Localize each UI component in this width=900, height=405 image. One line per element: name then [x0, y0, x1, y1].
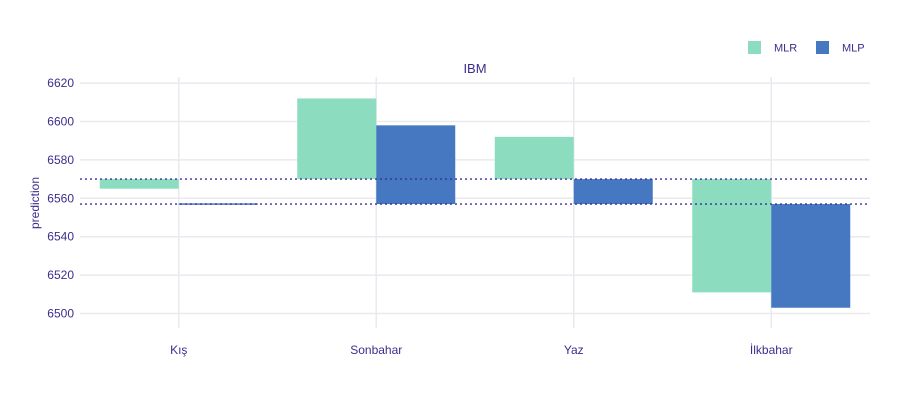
chart-title: IBM: [463, 61, 486, 76]
bar-mlp: [573, 179, 653, 205]
bar-mlr: [99, 179, 179, 189]
bar-mlp: [771, 204, 851, 308]
legend-label-mlr: MLR: [774, 43, 797, 55]
x-tick-label: İlkbahar: [750, 343, 793, 357]
legend-label-mlp: MLP: [842, 43, 865, 55]
bar-mlr: [297, 98, 377, 180]
x-tick-label: Kış: [170, 343, 187, 357]
y-tick-label: 6600: [47, 115, 74, 129]
reference-lines: [80, 178, 870, 205]
x-tick-label: Sonbahar: [350, 343, 402, 357]
y-tick-label: 6560: [47, 191, 74, 205]
axes: 6500 6520 6540 6560 6580 6600 6620 Kış Sonbahar Y…: [47, 76, 792, 357]
x-tick-label: Yaz: [564, 343, 584, 357]
bar-mlr: [692, 179, 772, 293]
grid: [80, 77, 870, 328]
legend-swatch-mlr: [748, 41, 761, 54]
bar-mlp: [376, 125, 456, 205]
y-tick-label: 6580: [47, 153, 74, 167]
legend-swatch-mlp: [816, 41, 829, 54]
bar-mlp: [178, 203, 258, 205]
bars: [99, 98, 851, 308]
y-tick-label: 6500: [47, 307, 74, 321]
y-tick-label: 6520: [47, 268, 74, 282]
y-tick-label: 6540: [47, 230, 74, 244]
legend[interactable]: MLR MLP: [748, 41, 865, 55]
y-tick-label: 6620: [47, 76, 74, 90]
bar-mlr: [494, 136, 574, 180]
y-axis-label: prediction: [28, 177, 42, 229]
